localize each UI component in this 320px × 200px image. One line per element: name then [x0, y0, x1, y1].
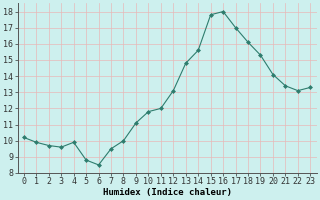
X-axis label: Humidex (Indice chaleur): Humidex (Indice chaleur)	[103, 188, 232, 197]
